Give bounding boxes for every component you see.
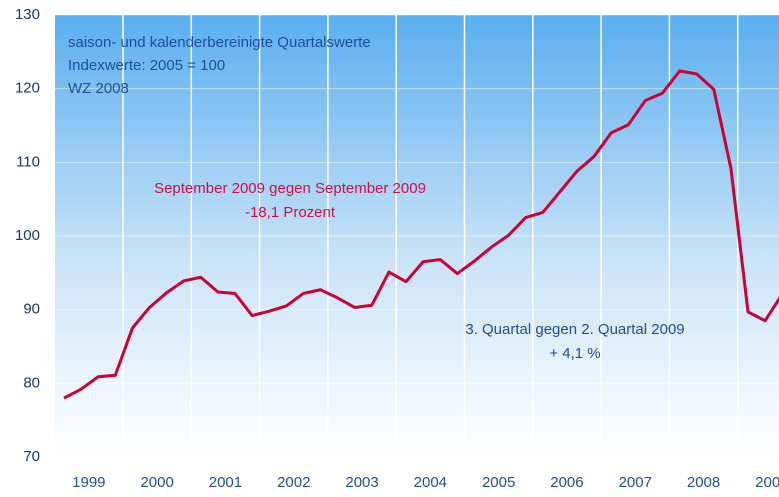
y-tick-label: 120 bbox=[15, 80, 40, 97]
note: saison- und kalenderbereinigte Quartalsw… bbox=[68, 34, 371, 51]
line bbox=[63, 69, 779, 400]
x-tick-label: 2002 bbox=[277, 474, 310, 491]
x-tick-label: 2009 bbox=[755, 474, 779, 491]
y-tick-label: 80 bbox=[23, 374, 40, 391]
annotation: 3. Quartal gegen 2. Quartal 2009 bbox=[465, 321, 684, 338]
y-tick-label: 70 bbox=[23, 448, 40, 465]
annotation: September 2009 gegen September 2009 bbox=[154, 180, 426, 197]
x-tick-label: 2000 bbox=[140, 474, 173, 491]
x-tick-label: 2008 bbox=[687, 474, 720, 491]
note: Indexwerte: 2005 = 100 bbox=[68, 57, 225, 74]
x-tick-label: 2003 bbox=[345, 474, 378, 491]
note: WZ 2008 bbox=[68, 80, 129, 97]
x-tick-label: 2005 bbox=[482, 474, 515, 491]
y-tick-label: 90 bbox=[23, 301, 40, 318]
x-tick-label: 1999 bbox=[72, 474, 105, 491]
x-tick-label: 2004 bbox=[414, 474, 447, 491]
x-tick-label: 2007 bbox=[619, 474, 652, 491]
annotation: -18,1 Prozent bbox=[245, 204, 336, 221]
y-tick-label: 100 bbox=[15, 227, 40, 244]
annotation: + 4,1 % bbox=[549, 345, 600, 362]
y-tick-label: 110 bbox=[16, 153, 40, 170]
y-tick-label: 130 bbox=[15, 6, 40, 23]
x-tick-label: 2006 bbox=[550, 474, 583, 491]
x-tick-label: 2001 bbox=[209, 474, 242, 491]
